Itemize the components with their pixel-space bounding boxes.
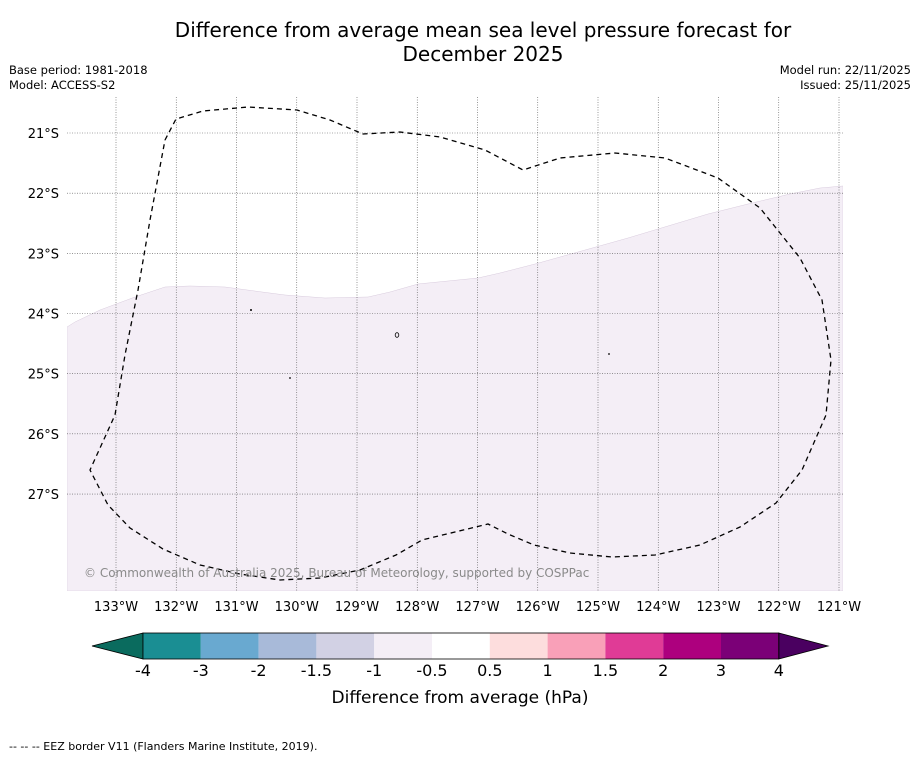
longitude-label: 123°W xyxy=(696,600,740,615)
latitude-label: 26°S xyxy=(28,428,59,443)
island-marker xyxy=(250,309,252,311)
colorbar-title: Difference from average (hPa) xyxy=(332,688,589,708)
colorbar-segment xyxy=(143,633,201,659)
anomaly-region xyxy=(67,185,843,591)
base-period: Base period: 1981-2018 xyxy=(9,63,148,77)
colorbar-tick-label: 1 xyxy=(543,661,553,680)
copyright-notice: © Commonwealth of Australia 2025, Bureau… xyxy=(84,566,589,580)
colorbar-tick-label: -1.5 xyxy=(301,661,332,680)
colorbar-tick-label: -2 xyxy=(251,661,267,680)
colorbar-tick-label: 0.5 xyxy=(477,661,502,680)
island-marker xyxy=(289,377,291,379)
eez-legend-note: -- -- -- EEZ border V11 (Flanders Marine… xyxy=(9,740,318,753)
island-marker xyxy=(608,353,610,355)
longitude-label: 125°W xyxy=(576,600,620,615)
colorbar-segment xyxy=(258,633,317,659)
colorbar-frame xyxy=(142,632,780,660)
longitude-label: 122°W xyxy=(757,600,801,615)
colorbar-segment xyxy=(432,633,490,659)
colorbar-tick-label: -0.5 xyxy=(416,661,447,680)
latitude-labels: 21°S 22°S 23°S 24°S 25°S 26°S 27°S xyxy=(28,127,59,503)
colorbar-tick-label: 4 xyxy=(774,661,784,680)
map-title: Difference from average mean sea level p… xyxy=(120,18,846,66)
latitude-label: 25°S xyxy=(28,368,59,383)
longitude-label: 124°W xyxy=(636,600,680,615)
colorbar-segment xyxy=(663,633,721,659)
colorbar-tick-label: -4 xyxy=(135,661,151,680)
latitude-label: 22°S xyxy=(28,187,59,202)
latitude-label: 21°S xyxy=(28,127,59,142)
model-run: Model run: 22/11/2025 xyxy=(779,63,911,77)
issued-date: Issued: 25/11/2025 xyxy=(800,78,911,92)
longitude-labels: 133°W 132°W 131°W 130°W 129°W 128°W 127°W 126°W… xyxy=(94,600,861,615)
meta-right: Model run: 22/11/2025 Issued: 25/11/2025 xyxy=(780,63,911,93)
colorbar-tick-labels: -4 -3 -2 -1.5 -1 -0.5 0.5 1 1.5 2 3 4 xyxy=(135,661,784,680)
colorbar-segment xyxy=(489,633,548,659)
colorbar-tick-label: 1.5 xyxy=(593,661,618,680)
longitude-label: 131°W xyxy=(214,600,258,615)
longitude-label: 132°W xyxy=(154,600,198,615)
colorbar-segment xyxy=(316,633,375,659)
longitude-label: 133°W xyxy=(94,600,138,615)
colorbar-segment xyxy=(721,633,779,659)
graticule xyxy=(67,97,843,591)
island-marker xyxy=(394,332,400,338)
colorbar-segment xyxy=(374,633,432,659)
latitude-label: 23°S xyxy=(28,247,59,262)
longitude-label: 129°W xyxy=(335,600,379,615)
colorbar-tick-label: -1 xyxy=(366,661,382,680)
colorbar-over-arrow xyxy=(778,632,830,660)
longitude-label: 130°W xyxy=(275,600,319,615)
longitude-label: 121°W xyxy=(817,600,861,615)
title-line-2: December 2025 xyxy=(402,42,564,66)
map-area: © Commonwealth of Australia 2025, Bureau… xyxy=(67,97,843,591)
eez-border xyxy=(89,106,832,581)
latitude-label: 24°S xyxy=(28,308,59,323)
colorbar-under-arrow xyxy=(91,632,144,660)
colorbar-tick-label: -3 xyxy=(193,661,209,680)
title-line-1: Difference from average mean sea level p… xyxy=(174,18,792,42)
model-name: Model: ACCESS-S2 xyxy=(9,78,116,92)
colorbar-tick-label: 2 xyxy=(658,661,668,680)
colorbar xyxy=(91,632,830,660)
latitude-label: 27°S xyxy=(28,488,59,503)
colorbar-tick-label: 3 xyxy=(716,661,726,680)
colorbar-segment xyxy=(605,633,664,659)
longitude-label: 126°W xyxy=(516,600,560,615)
meta-left: Base period: 1981-2018 Model: ACCESS-S2 xyxy=(9,63,148,93)
colorbar-segment xyxy=(547,633,606,659)
longitude-label: 127°W xyxy=(455,600,499,615)
colorbar-segment xyxy=(200,633,259,659)
longitude-label: 128°W xyxy=(395,600,439,615)
